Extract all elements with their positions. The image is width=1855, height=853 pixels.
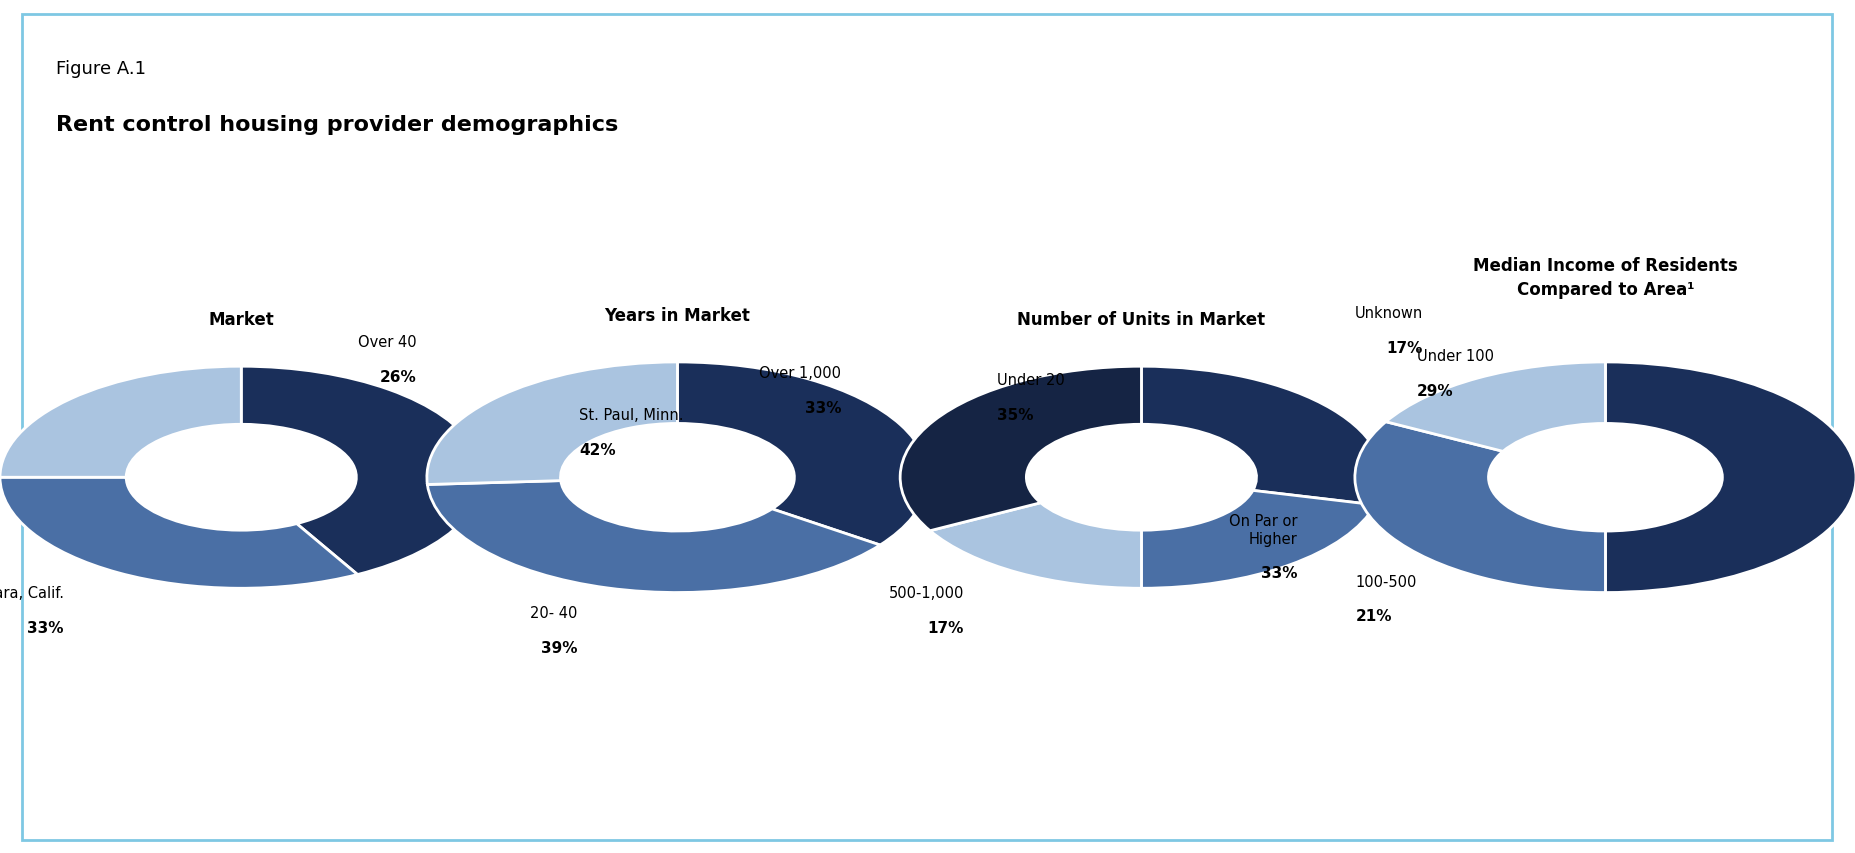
Text: 29%: 29% [1417, 384, 1452, 398]
Wedge shape [900, 367, 1141, 531]
Text: Market: Market [208, 310, 275, 328]
Text: 26%: 26% [380, 369, 416, 384]
Wedge shape [1354, 422, 1605, 593]
Text: 33%: 33% [805, 400, 840, 415]
Text: St. Paul, Minn.: St. Paul, Minn. [579, 408, 683, 422]
Text: Santa Barbara, Calif.: Santa Barbara, Calif. [0, 585, 63, 601]
Wedge shape [241, 367, 482, 575]
Wedge shape [1605, 363, 1855, 593]
Wedge shape [1141, 367, 1382, 505]
Wedge shape [677, 363, 928, 545]
Text: 21%: 21% [1354, 609, 1391, 624]
Text: 20- 40: 20- 40 [531, 606, 577, 620]
Text: Unknown: Unknown [1354, 305, 1423, 321]
Wedge shape [929, 503, 1141, 589]
Wedge shape [427, 481, 879, 593]
Text: 500-1,000: 500-1,000 [889, 585, 963, 601]
Text: 17%: 17% [928, 620, 963, 635]
Wedge shape [1141, 490, 1375, 589]
Text: 39%: 39% [540, 640, 577, 655]
Text: Years in Market: Years in Market [605, 306, 749, 324]
Text: 33%: 33% [28, 620, 63, 635]
Text: Over 1,000: Over 1,000 [759, 366, 840, 380]
Text: 35%: 35% [996, 407, 1033, 422]
Text: Figure A.1: Figure A.1 [56, 60, 145, 78]
Text: Median Income of Residents
Compared to Area¹: Median Income of Residents Compared to A… [1473, 257, 1736, 299]
Text: Under 20: Under 20 [996, 373, 1063, 387]
Text: 100-500: 100-500 [1354, 574, 1415, 589]
Wedge shape [0, 367, 241, 478]
Text: 17%: 17% [1386, 340, 1423, 355]
Text: Number of Units in Market: Number of Units in Market [1017, 310, 1265, 328]
Text: On Par or
Higher: On Par or Higher [1228, 514, 1297, 546]
Text: Under 100: Under 100 [1417, 349, 1493, 364]
Wedge shape [1386, 363, 1605, 452]
Text: 33%: 33% [1260, 566, 1297, 581]
Wedge shape [427, 363, 677, 485]
Text: 42%: 42% [579, 442, 616, 457]
Text: Over 40: Over 40 [358, 334, 416, 350]
Wedge shape [0, 478, 358, 589]
Text: Rent control housing provider demographics: Rent control housing provider demographi… [56, 115, 618, 135]
